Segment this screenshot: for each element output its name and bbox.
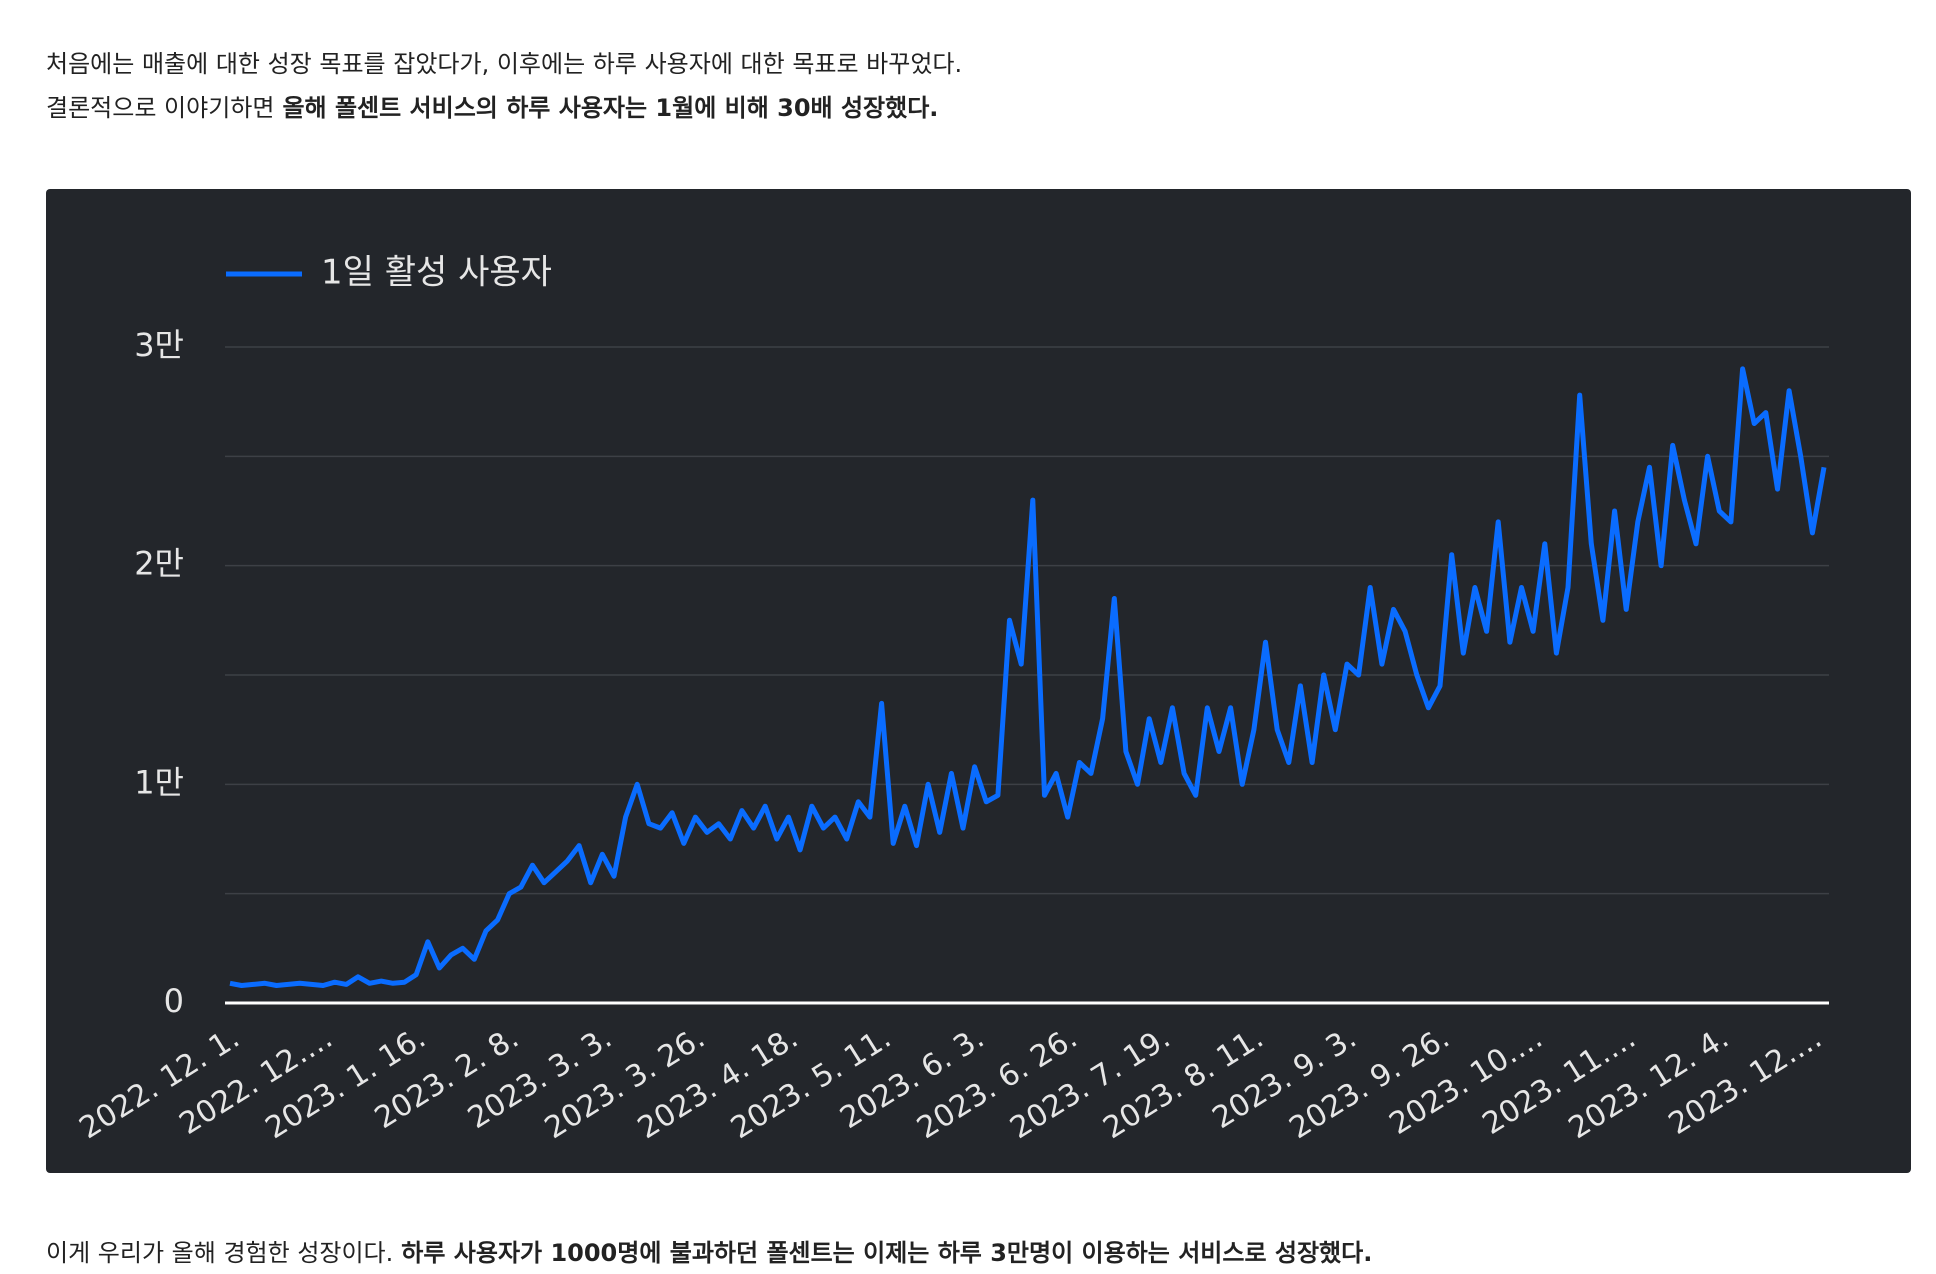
legend-label: 1일 활성 사용자	[321, 253, 552, 293]
bold-text: 하루 사용자가 1000명에 불과하던 폴센트는 이제는 하루 3만명이 이용하…	[401, 1239, 1373, 1267]
y-tick-label: 0	[164, 982, 184, 1020]
intro-line: 처음에는 매출에 대한 성장 목표를 잡았다가, 이후에는 하루 사용자에 대한…	[46, 50, 963, 78]
outro-line: 이게 우리가 올해 경험한 성장이다. 하루 사용자가 1000명에 불과하던 폴…	[46, 1237, 1372, 1269]
y-tick-label: 2만	[134, 545, 184, 583]
data-line	[229, 366, 1827, 988]
chart-background	[46, 189, 1911, 1173]
y-tick-label: 3만	[134, 326, 184, 364]
bold-text: 올해 폴센트 서비스의 하루 사용자는 1월에 비해 30배 성장했다.	[282, 94, 939, 122]
y-tick-label: 1만	[134, 763, 184, 801]
text: 이게 우리가 올해 경험한 성장이다.	[46, 1239, 394, 1267]
text: 결론적으로 이야기하면	[46, 94, 275, 122]
intro-line: 결론적으로 이야기하면 올해 폴센트 서비스의 하루 사용자는 1월에 비해 30…	[46, 92, 938, 124]
